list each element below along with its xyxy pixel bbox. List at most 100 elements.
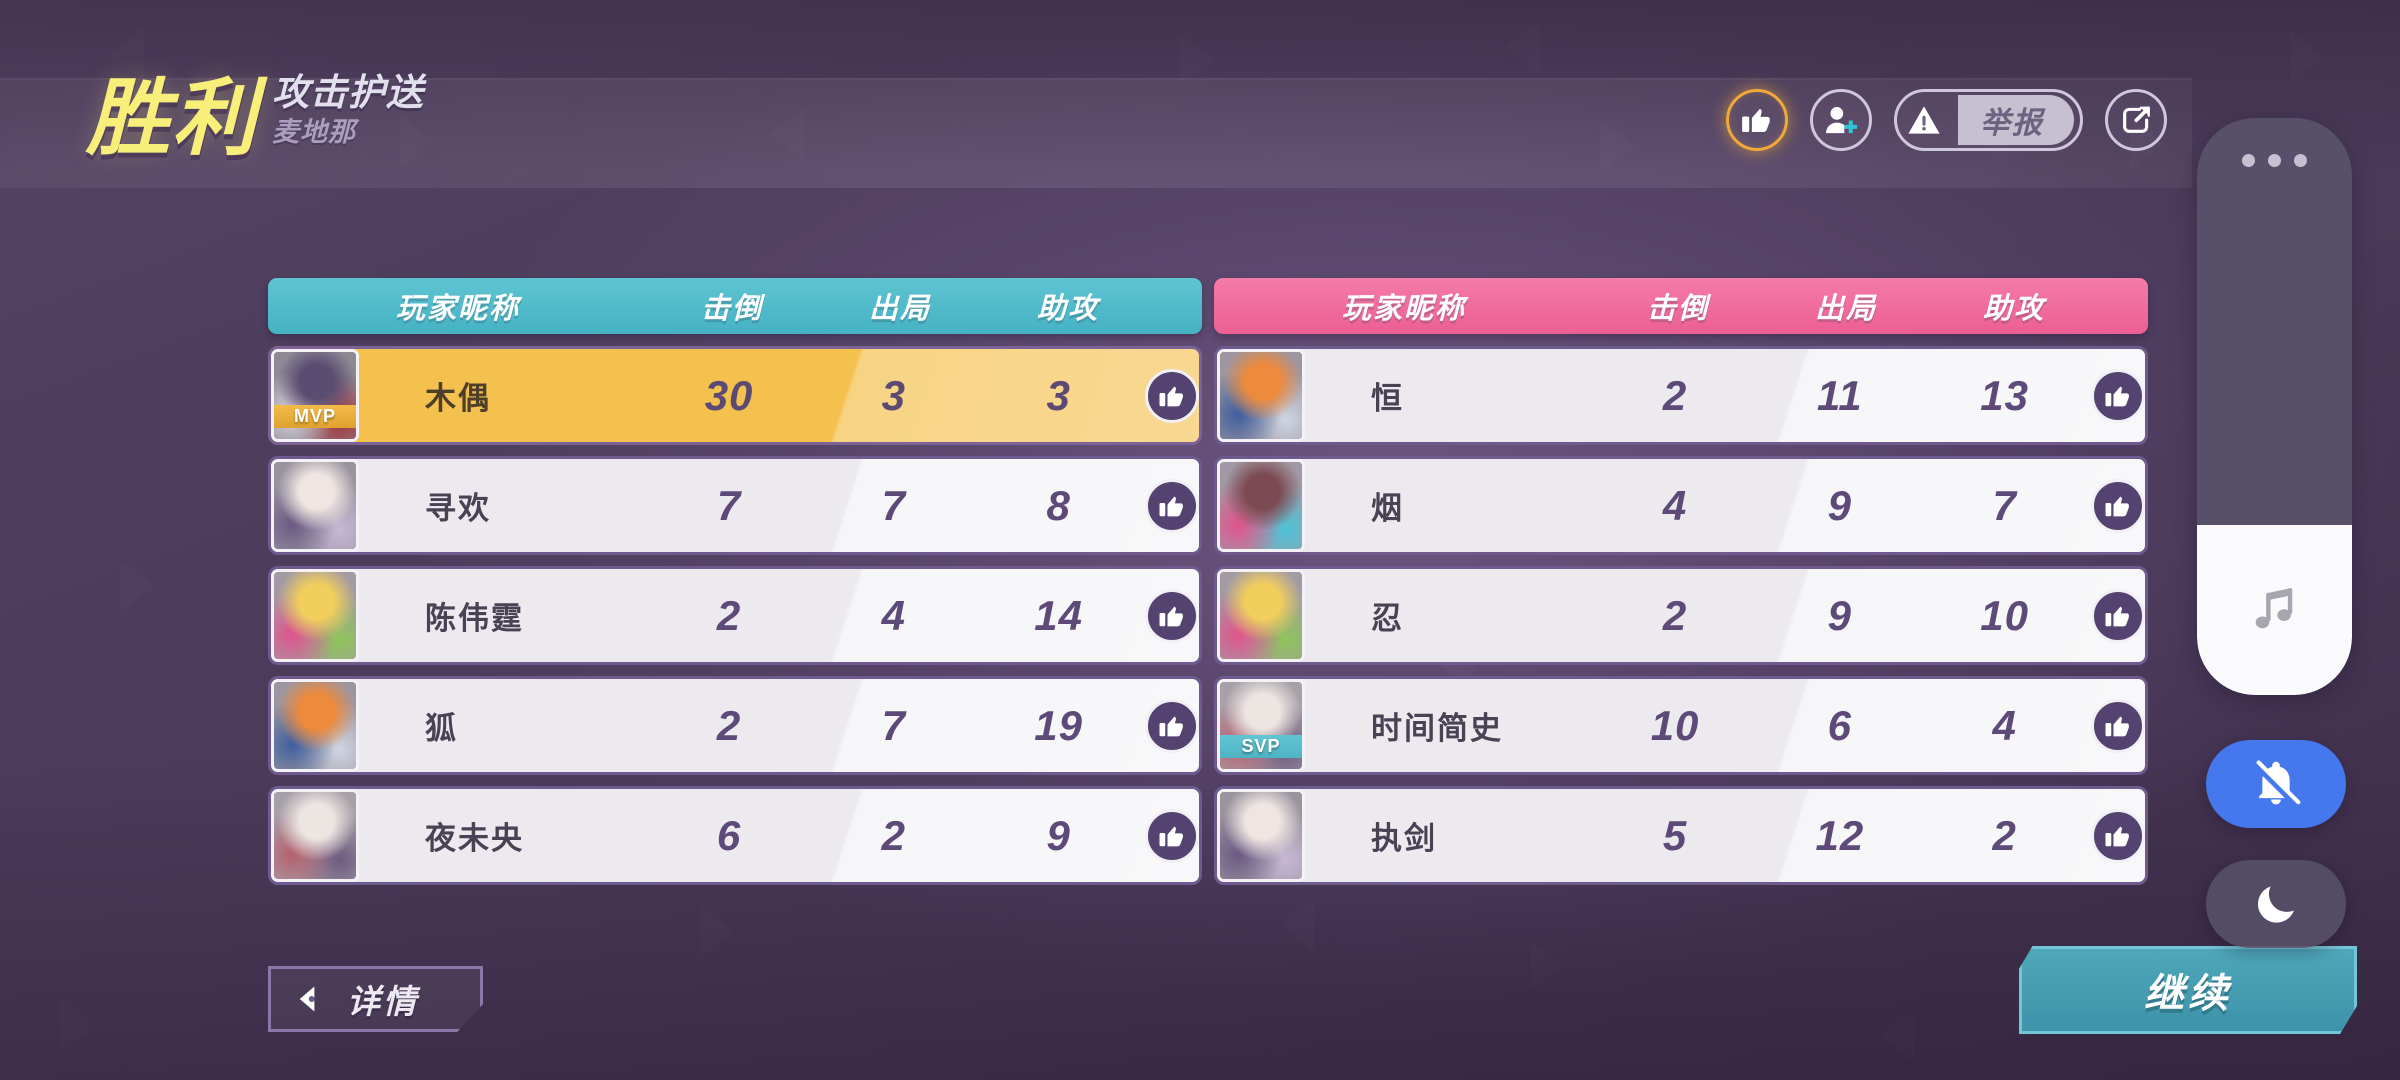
thumbs-up-icon [2105, 386, 2129, 406]
game-mode-label: 攻击护送 [272, 72, 425, 113]
table-row[interactable]: MVP 木偶 30 3 3 [268, 346, 1202, 445]
table-row[interactable]: SVP 时间简史 10 6 4 [1214, 676, 2148, 775]
column-header-2: 出局 [868, 293, 931, 325]
stat-kills: 2 [1662, 371, 1688, 419]
stat-assists: 4 [1992, 701, 2017, 749]
stat-assists: 14 [1034, 591, 1083, 639]
avatar[interactable] [1217, 349, 1305, 442]
player-name: 狐 [425, 711, 458, 746]
thumbs-up-icon [2105, 826, 2129, 846]
header-band-edge [0, 78, 2192, 80]
avatar[interactable]: MVP [271, 349, 359, 442]
row-thumbs-up-button[interactable] [2091, 698, 2145, 753]
stat-assists: 13 [1980, 371, 2029, 419]
avatar[interactable] [1217, 459, 1305, 552]
title-block: 胜利 攻击护送 麦地那 [86, 72, 425, 160]
stat-deaths: 6 [1827, 701, 1853, 749]
stat-assists: 7 [1992, 481, 2017, 529]
add-friend-icon [1826, 106, 1858, 134]
row-thumbs-up-button[interactable] [2091, 808, 2145, 863]
night-mode-button[interactable] [2206, 860, 2346, 948]
thumbs-up-icon [1742, 108, 1770, 133]
table-row[interactable]: 陈伟霆 2 4 14 [268, 566, 1202, 665]
avatar-portrait [1220, 792, 1302, 879]
bell-off-icon [2252, 760, 2301, 809]
avatar[interactable] [1217, 789, 1305, 882]
thumbs-up-icon [1159, 386, 1183, 406]
row-thumbs-up-button[interactable] [1145, 588, 1199, 643]
share-button[interactable] [2105, 89, 2167, 151]
back-chevron-icon [291, 982, 325, 1016]
team-right: 玩家昵称 击倒 出局 助攻恒 2 11 13 烟 4 9 7 忍 2 9 10 SVP 时间简史 10 6 4 执剑 5 1… [1214, 278, 2148, 885]
stat-kills: 10 [1650, 701, 1700, 749]
stat-kills: 4 [1662, 481, 1688, 529]
player-name: 恒 [1371, 381, 1404, 416]
thumbs-up-icon [1159, 716, 1183, 736]
details-button[interactable]: 详情 [268, 966, 483, 1032]
music-panel[interactable] [2197, 525, 2352, 695]
floating-dock-panel[interactable] [2197, 118, 2352, 695]
stat-assists: 10 [1980, 591, 2029, 639]
table-row[interactable]: 夜未央 6 2 9 [268, 786, 1202, 885]
share-icon [2123, 106, 2151, 133]
row-thumbs-up-button[interactable] [1145, 368, 1199, 423]
column-header-1: 击倒 [700, 293, 763, 325]
avatar-portrait [1220, 572, 1302, 659]
status-badge: MVP [274, 405, 356, 428]
avatar-portrait [274, 572, 356, 659]
avatar[interactable]: SVP [1217, 679, 1305, 772]
header-action-bar: 举报 [1726, 89, 2167, 151]
stat-kills: 6 [716, 811, 742, 859]
avatar[interactable] [271, 569, 359, 662]
team-right-header: 玩家昵称 击倒 出局 助攻 [1214, 278, 2148, 334]
stat-kills: 2 [1662, 591, 1688, 639]
report-pill: 举报 [1958, 95, 2074, 145]
stat-deaths: 11 [1817, 371, 1863, 419]
avatar-portrait [274, 462, 356, 549]
status-badge: SVP [1220, 735, 1302, 758]
continue-button[interactable]: 继续 [2019, 946, 2357, 1034]
music-note-icon [2255, 588, 2292, 629]
avatar-portrait [274, 682, 356, 769]
report-icon-wrap [1896, 92, 1952, 148]
table-row[interactable]: 狐 2 7 19 [268, 676, 1202, 775]
stat-assists: 2 [1992, 811, 2017, 859]
report-button[interactable]: 举报 [1894, 89, 2083, 151]
thumbs-up-button[interactable] [1726, 89, 1788, 151]
stat-deaths: 3 [881, 371, 907, 419]
column-header-2: 出局 [1814, 293, 1877, 325]
row-thumbs-up-button[interactable] [1145, 808, 1199, 863]
row-thumbs-up-button[interactable] [2091, 478, 2145, 533]
add-friend-button[interactable] [1810, 89, 1872, 151]
avatar-portrait [1220, 462, 1302, 549]
table-row[interactable]: 寻欢 7 7 8 [268, 456, 1202, 555]
table-row[interactable]: 恒 2 11 13 [1214, 346, 2148, 445]
moon-icon [2257, 886, 2294, 923]
avatar[interactable] [271, 679, 359, 772]
dot-2 [2268, 154, 2281, 167]
avatar[interactable] [271, 459, 359, 552]
avatar[interactable] [1217, 569, 1305, 662]
row-thumbs-up-button[interactable] [1145, 478, 1199, 533]
mute-notifications-button[interactable] [2206, 740, 2346, 828]
continue-label: 继续 [2144, 972, 2232, 1016]
stat-kills: 2 [716, 591, 742, 639]
row-thumbs-up-button[interactable] [1145, 698, 1199, 753]
header: 胜利 攻击护送 麦地那 [0, 0, 2400, 200]
player-name: 忍 [1371, 601, 1404, 636]
more-options-icon[interactable] [2197, 154, 2352, 167]
row-thumbs-up-button[interactable] [2091, 588, 2145, 643]
column-header-3: 助攻 [1982, 293, 2045, 325]
thumbs-up-icon [1159, 606, 1183, 626]
player-name: 烟 [1371, 491, 1404, 526]
stat-deaths: 7 [881, 701, 907, 749]
warning-triangle-icon [1908, 106, 1940, 134]
avatar[interactable] [271, 789, 359, 882]
table-row[interactable]: 执剑 5 12 2 [1214, 786, 2148, 885]
table-row[interactable]: 烟 4 9 7 [1214, 456, 2148, 555]
player-name: 时间简史 [1371, 711, 1503, 746]
stat-assists: 3 [1046, 371, 1071, 419]
stat-kills: 30 [704, 371, 754, 419]
table-row[interactable]: 忍 2 9 10 [1214, 566, 2148, 665]
row-thumbs-up-button[interactable] [2091, 368, 2145, 423]
